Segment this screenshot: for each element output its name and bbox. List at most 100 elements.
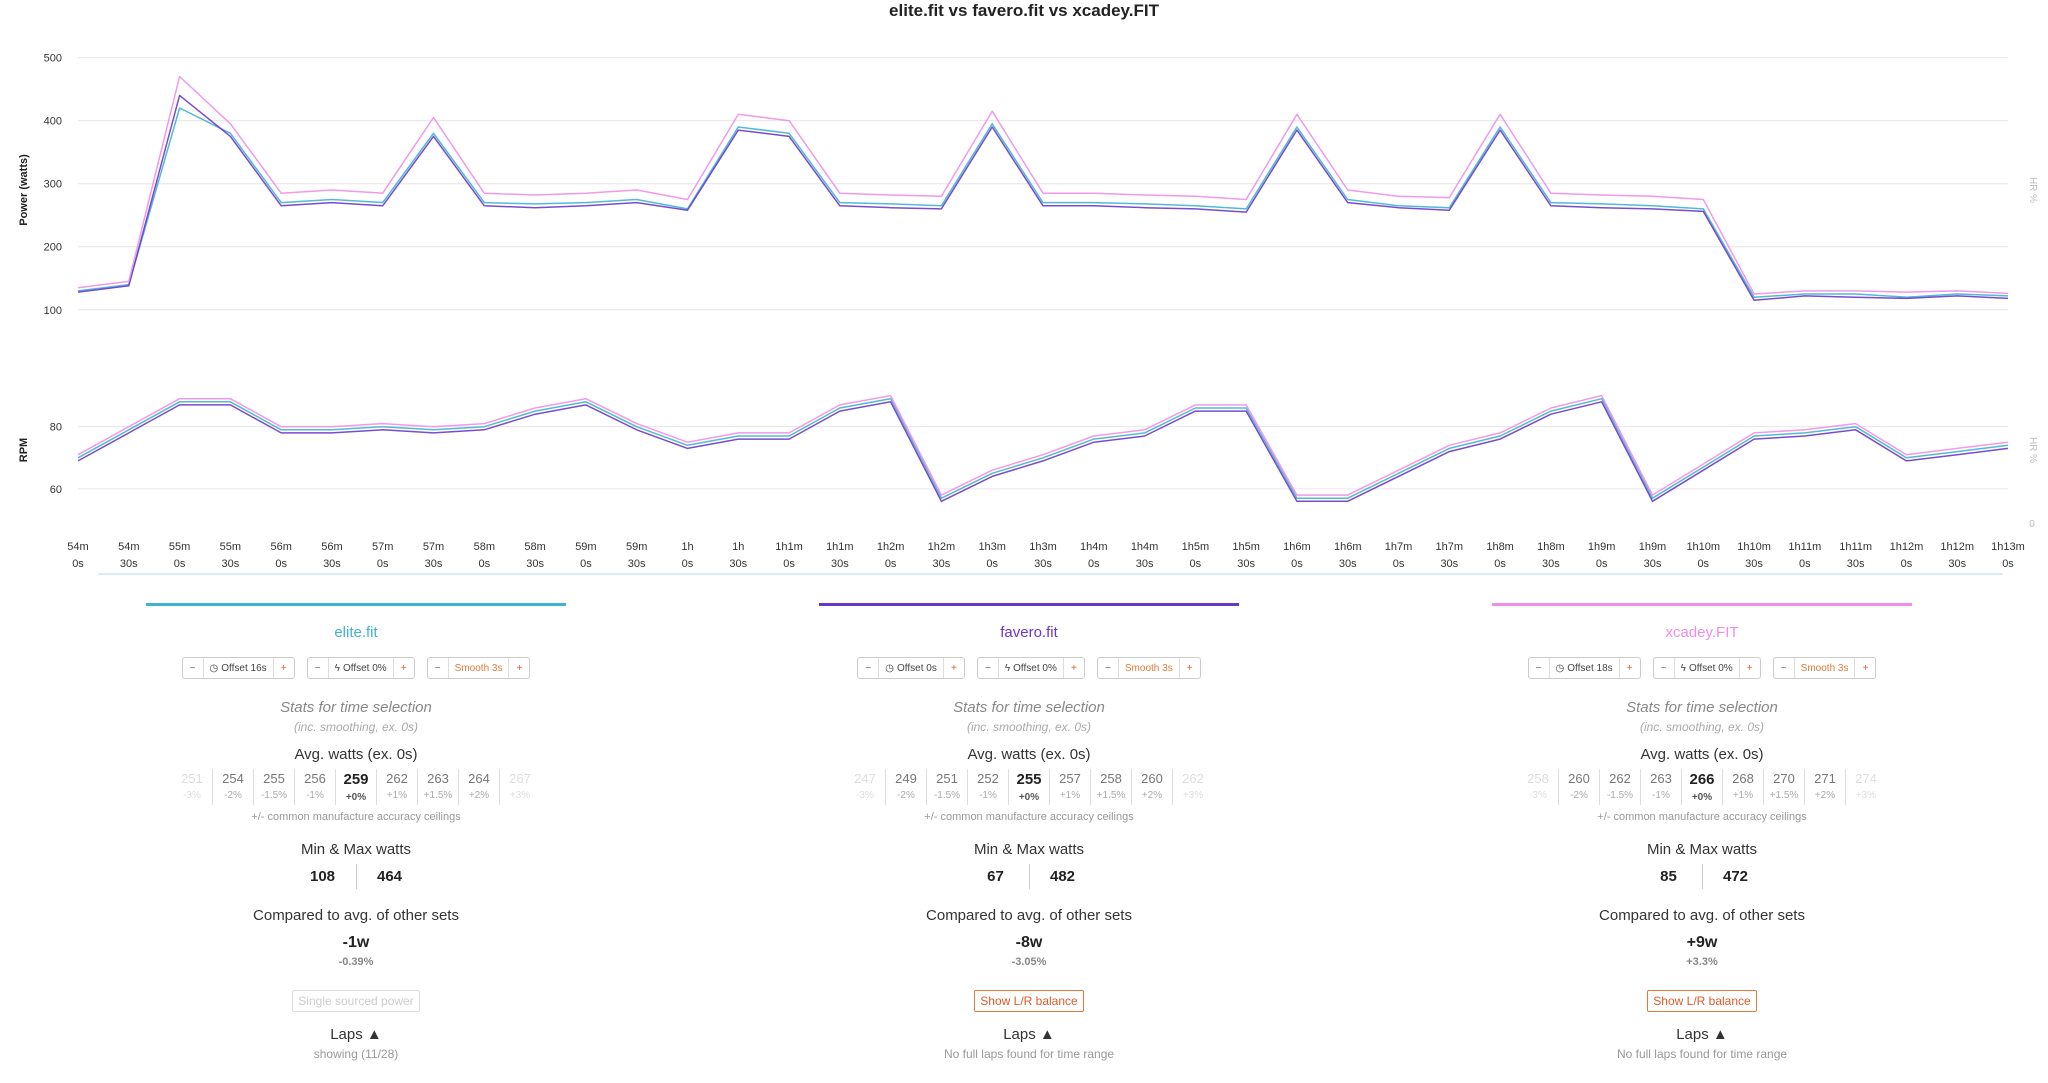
avg-watts-cell: 254 -2% [213,769,254,805]
avg-watts-heading: Avg. watts (ex. 0s) [1640,746,1764,763]
avg-watts-percent: +1% [1732,790,1754,801]
power-series-line-2[interactable] [77,75,2009,295]
power-offset-increase-button[interactable]: + [400,662,407,674]
smoothing-increase-button[interactable]: + [1862,662,1869,674]
avg-watts-cell: 258 -3% [1518,769,1559,805]
smoothing-display: Smooth 3s [447,658,510,678]
power-series-line-0[interactable] [77,107,2009,298]
max-watts: 482 [1049,868,1076,885]
avg-watts-percent: -2% [224,790,242,801]
x-tick-sublabel: 0s [682,558,694,570]
x-tick-label: 1h2m [928,541,956,553]
avg-watts-cell: 255 -1.5% [254,769,295,805]
x-tick-sublabel: 0s [479,558,491,570]
time-offset-decrease-button[interactable]: − [1535,662,1542,674]
smoothing-increase-button[interactable]: + [1186,662,1193,674]
compare-percent: +3.3% [1686,956,1718,968]
power-y-tick-label: 200 [44,242,62,254]
lightning-icon: ϟ [1680,662,1686,674]
time-offset-increase-button[interactable]: + [950,662,957,674]
x-tick-label: 54m [118,541,139,553]
time-offset-label: Offset 0s [897,662,937,674]
avg-watts-percent: +0% [1018,792,1040,803]
time-offset-increase-button[interactable]: + [1626,662,1633,674]
cadence-y-tick-label: 60 [50,484,62,496]
laps-toggle[interactable]: Laps ▲ [1676,1026,1728,1043]
min-max-heading: Min & Max watts [1646,841,1758,858]
time-offset-display: ◷ Offset 16s [202,658,274,678]
cadence-series-line-0[interactable] [77,397,2009,499]
avg-watts-cell: 271 +2% [1805,769,1846,805]
comparison-chart[interactable]: 500 400 300 200 100 Power (watts) HR % 80 60 RPM H… [0,0,2048,590]
power-offset-increase-button[interactable]: + [1070,662,1077,674]
power-series-line-1[interactable] [77,94,2009,302]
time-offset-control: − ◷ Offset 18s + [1527,657,1641,679]
x-tick-label: 56m [270,541,291,553]
x-tick-sublabel: 30s [933,558,951,570]
avg-watts-value: 255 [1016,771,1042,788]
time-offset-label: Offset 18s [1567,662,1613,674]
x-tick-sublabel: 30s [1034,558,1052,570]
x-tick-label: 58m [474,541,495,553]
avg-watts-percent: -1.5% [260,790,288,801]
time-offset-decrease-button[interactable]: − [189,662,196,674]
x-tick-sublabel: 30s [221,558,239,570]
avg-watts-cell: 259 +0% [336,769,377,805]
avg-watts-value: 247 [854,771,876,786]
smoothing-decrease-button[interactable]: − [1780,662,1787,674]
avg-watts-value: 256 [304,771,326,786]
show-lr-balance-button[interactable]: Show L/R balance [974,990,1084,1012]
power-offset-increase-button[interactable]: + [1746,662,1753,674]
max-watts: 472 [1722,868,1749,885]
power-offset-decrease-button[interactable]: − [1660,662,1667,674]
avg-watts-value: 263 [427,771,449,786]
avg-watts-percent: +2% [1814,790,1836,801]
dataset-name[interactable]: elite.fit [334,624,378,641]
avg-watts-cell: 270 +1.5% [1764,769,1805,805]
x-tick-sublabel: 0s [1190,558,1202,570]
x-tick-sublabel: 30s [1847,558,1865,570]
single-sourced-power-button[interactable]: Single sourced power [292,990,420,1012]
dataset-name[interactable]: favero.fit [1000,624,1058,641]
dataset-controls: − ◷ Offset 0s + − ϟ Offset 0% + − Smooth 3s + [819,657,1239,679]
x-tick-sublabel: 0s [986,558,998,570]
power-offset-control: − ϟ Offset 0% + [1652,657,1761,679]
x-tick-sublabel: 30s [120,558,138,570]
avg-watts-value: 267 [509,771,531,786]
avg-watts-row: 247 -3% 249 -2% 251 -1.5% 252 -1% 255 +0% 257 +1% 25… [819,769,1239,805]
avg-watts-percent: +1% [386,790,408,801]
laps-toggle[interactable]: Laps ▲ [1003,1026,1055,1043]
avg-watts-value: 270 [1773,771,1795,786]
avg-watts-percent: -1% [306,790,324,801]
laps-toggle[interactable]: Laps ▲ [330,1026,382,1043]
avg-watts-cell: 268 +1% [1723,769,1764,805]
smoothing-increase-button[interactable]: + [516,662,523,674]
dataset-color-bar [1492,603,1912,606]
avg-watts-percent: +3% [509,790,531,801]
show-lr-balance-button[interactable]: Show L/R balance [1647,990,1757,1012]
power-offset-decrease-button[interactable]: − [984,662,991,674]
smoothing-label: Smooth 3s [1800,662,1849,674]
x-tick-label: 1h8m [1486,541,1514,553]
cadence-y-tick-label: 80 [50,422,62,434]
power-y-axis-title: Power (watts) [18,154,30,226]
cadence-series-line-1[interactable] [77,401,2009,503]
dataset-controls: − ◷ Offset 18s + − ϟ Offset 0% + − Smooth 3s + [1492,657,1912,679]
cadence-series-line-2[interactable] [77,394,2009,496]
x-tick-label: 1h4m [1080,541,1108,553]
power-offset-decrease-button[interactable]: − [314,662,321,674]
time-offset-increase-button[interactable]: + [280,662,287,674]
time-offset-decrease-button[interactable]: − [865,662,872,674]
avg-watts-value: 251 [936,771,958,786]
stats-subheading: (inc. smoothing, ex. 0s) [966,720,1092,734]
smoothing-decrease-button[interactable]: − [1104,662,1111,674]
avg-watts-value: 264 [468,771,490,786]
avg-watts-percent: -1.5% [933,790,961,801]
x-tick-label: 1h9m [1588,541,1616,553]
clock-icon: ◷ [209,662,219,674]
avg-watts-cell: 257 +1% [1050,769,1091,805]
x-tick-label: 57m [372,541,393,553]
min-watts: 108 [290,864,357,889]
smoothing-decrease-button[interactable]: − [434,662,441,674]
dataset-name[interactable]: xcadey.FIT [1665,624,1739,641]
